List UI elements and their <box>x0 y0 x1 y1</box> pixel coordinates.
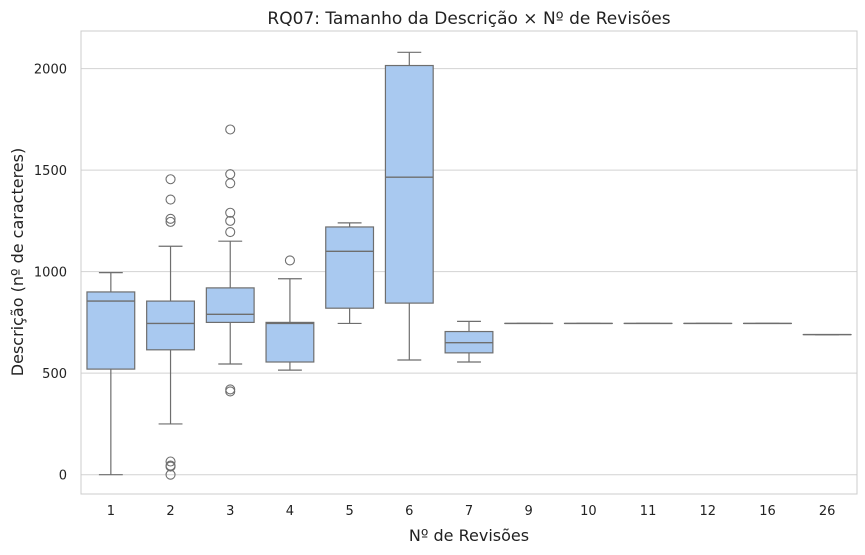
box-group <box>265 255 315 371</box>
y-tick-label: 500 <box>42 367 67 382</box>
outlier-point <box>225 215 236 226</box>
y-axis-tick-labels: 0 500 1000 1500 2000 <box>34 63 67 484</box>
outlier-point <box>165 213 176 224</box>
outlier-point <box>284 255 295 266</box>
x-tick-label: 2 <box>166 504 174 519</box>
box-group <box>325 222 375 325</box>
y-tick-label: 1000 <box>34 266 67 281</box>
box-iqr <box>265 321 315 363</box>
box-iqr <box>325 226 375 309</box>
outlier-point <box>225 226 236 238</box>
x-tick-label: 4 <box>286 504 294 519</box>
y-tick-label: 2000 <box>34 63 67 78</box>
box-group <box>146 174 196 480</box>
outlier-point <box>165 174 176 185</box>
y-tick-label: 0 <box>59 469 67 484</box>
chart-title: RQ07: Tamanho da Descrição × Nº de Revis… <box>267 9 670 29</box>
box-group <box>444 320 494 363</box>
box-iqr <box>384 64 434 304</box>
box-iqr <box>86 291 136 370</box>
x-tick-label: 10 <box>580 504 597 519</box>
box-group <box>384 51 434 361</box>
outlier-point <box>165 216 176 227</box>
plot-area-frame <box>80 30 858 495</box>
x-tick-label: 3 <box>226 504 234 519</box>
x-tick-label: 1 <box>107 504 115 519</box>
y-tick-label: 1500 <box>34 164 67 179</box>
box-series <box>86 51 852 480</box>
box-group <box>205 124 255 397</box>
x-axis-label: Nº de Revisões <box>409 526 529 545</box>
x-tick-label: 6 <box>405 504 413 519</box>
grid-lines <box>81 68 857 476</box>
outlier-point <box>225 169 236 180</box>
outlier-point <box>225 207 236 218</box>
outlier-point <box>165 456 176 467</box>
x-axis-tick-labels: 1 2 3 4 5 6 7 9 10 11 12 16 26 <box>107 504 836 519</box>
x-tick-label: 5 <box>345 504 353 519</box>
x-tick-label: 7 <box>465 504 473 519</box>
outlier-point <box>225 384 236 395</box>
x-tick-label: 12 <box>699 504 716 519</box>
x-tick-label: 26 <box>819 504 836 519</box>
outlier-point <box>165 460 176 471</box>
x-tick-label: 16 <box>759 504 776 519</box>
box-iqr <box>205 287 255 324</box>
y-axis-label: Descrição (nº de caracteres) <box>8 148 27 376</box>
x-tick-label: 11 <box>640 504 657 519</box>
outlier-point <box>225 124 236 135</box>
box-group <box>86 272 136 476</box>
outlier-point <box>165 194 176 205</box>
box-iqr <box>146 300 196 351</box>
x-tick-label: 9 <box>525 504 533 519</box>
